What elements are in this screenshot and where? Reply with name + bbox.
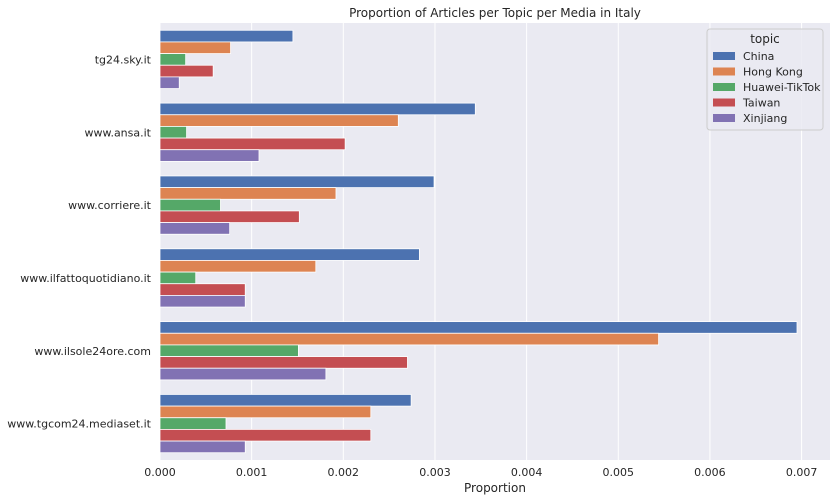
bars [159,29,798,454]
x-tick-label: 0.006 [694,466,726,479]
y-tick-label: tg24.sky.it [95,53,152,66]
bar-hong-kong [159,114,399,127]
x-tick-label: 0.007 [786,466,818,479]
legend-swatch [713,114,735,122]
legend-items: China Hong Kong Huawei-TikTok Taiwan Xinjian… [713,50,821,125]
bar-china [159,321,798,334]
bar-xinjiang [159,149,260,162]
legend-label: Taiwan [742,97,780,110]
bar-huawei-tiktok [159,271,197,285]
legend-title: topic [750,32,780,46]
bar-taiwan [159,356,408,369]
x-tick-label: 0.004 [511,466,543,479]
legend-swatch [713,98,735,107]
bar-hong-kong [159,332,660,346]
bar-huawei-tiktok [159,344,299,357]
x-tick-label: 0.002 [328,466,360,479]
legend-label: Huawei-TikTok [743,81,821,94]
bar-xinjiang [159,76,180,89]
legend-label: Xinjiang [743,112,787,125]
bar-taiwan [159,137,346,151]
x-axis-title: Proportion [464,481,526,495]
bar-xinjiang [159,222,231,235]
y-tick-label: www.ansa.it [84,126,151,139]
bar-hong-kong [159,41,231,54]
bar-huawei-tiktok [159,126,187,139]
legend-label: Hong Kong [743,66,803,79]
bar-huawei-tiktok [159,417,227,430]
legend: topic China Hong Kong Huawei-TikTok Taiwan X… [706,28,824,131]
bar-hong-kong [159,405,372,419]
bar-huawei-tiktok [159,53,187,66]
bar-xinjiang [159,367,327,381]
x-tick-labels: 0.000 0.001 0.002 0.003 0.004 0.005 0.006 0.007 [144,466,817,479]
y-tick-label: www.ilfattoquotidiano.it [20,272,151,285]
x-tick-label: 0.000 [144,466,176,479]
bar-hong-kong [159,260,317,273]
bar-taiwan [159,283,246,296]
x-tick-label: 0.001 [236,466,268,479]
bar-china [159,29,294,43]
y-tick-label: www.tgcom24.mediaset.it [7,418,151,431]
bar-taiwan [159,429,372,442]
bar-xinjiang [159,440,246,454]
bar-taiwan [159,210,300,223]
y-tick-labels: tg24.sky.it www.ansa.it www.corriere.it www… [7,53,151,430]
legend-swatch [713,67,735,76]
bar-china [159,394,412,407]
legend-swatch [713,52,735,60]
bar-china [159,175,435,189]
bar-china [159,248,420,261]
bar-taiwan [159,64,214,78]
bar-hong-kong [159,187,337,200]
legend-box [706,28,824,131]
chart-title: Proportion of Articles per Topic per Med… [349,6,641,20]
x-tick-label: 0.005 [603,466,635,479]
legend-swatch [713,83,735,91]
legend-label: China [743,50,774,63]
y-tick-label: www.corriere.it [68,199,152,212]
bar-huawei-tiktok [159,198,221,212]
bar-xinjiang [159,294,246,308]
y-tick-label: www.ilsole24ore.com [34,345,151,358]
x-tick-label: 0.003 [419,466,451,479]
bar-china [159,102,476,116]
